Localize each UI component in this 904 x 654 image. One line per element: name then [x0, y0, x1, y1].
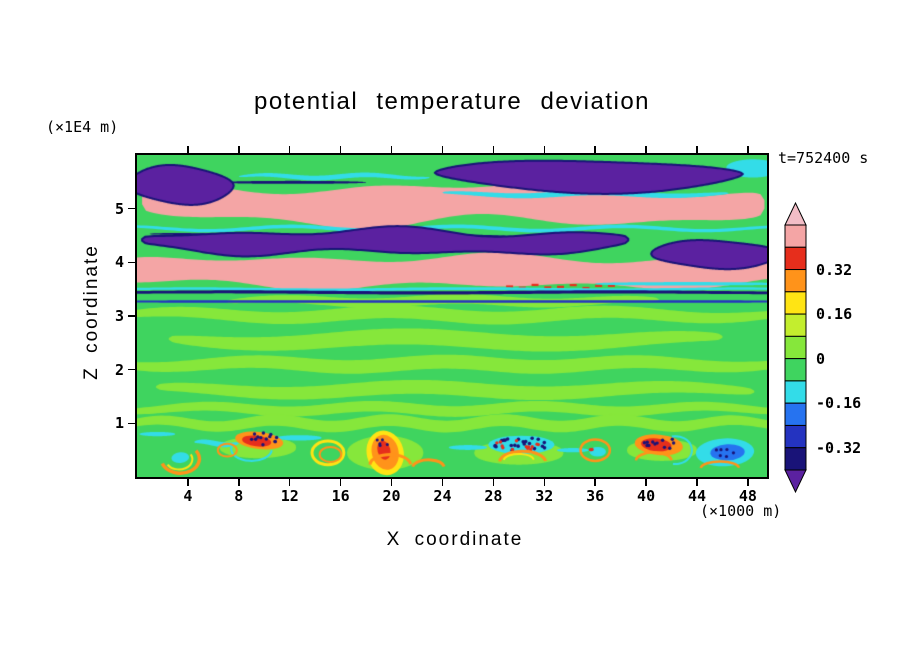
x-tick-mark-top — [645, 146, 647, 153]
x-tick-label: 40 — [637, 487, 656, 505]
x-tick-mark-top — [339, 146, 342, 153]
colorbar — [784, 201, 807, 494]
z-tick-mark — [128, 315, 135, 317]
x-tick-mark — [543, 479, 546, 486]
z-tick-label: 3 — [114, 307, 124, 325]
colorbar-segment — [784, 291, 807, 315]
x-tick-label: 8 — [234, 487, 244, 505]
x-tick-label: 28 — [484, 487, 503, 505]
colorbar-arrow — [784, 201, 807, 226]
x-tick-mark — [645, 479, 647, 486]
page-title: potential temperature deviation — [253, 88, 651, 115]
x-tick-mark — [187, 479, 189, 486]
colorbar-segment — [784, 246, 807, 271]
x-tick-mark — [747, 479, 749, 486]
time-label: t=752400 s — [778, 149, 869, 167]
z-tick-mark — [128, 368, 135, 371]
z-tick-mark — [128, 207, 135, 210]
x-tick-mark-top — [238, 146, 240, 153]
z-tick-mark — [128, 261, 135, 264]
x-tick-mark-top — [747, 146, 749, 153]
colorbar-segment — [784, 335, 807, 360]
colorbar-segment — [784, 380, 807, 404]
colorbar-segment — [784, 313, 807, 337]
x-tick-label: 12 — [280, 487, 299, 505]
x-tick-mark-top — [187, 146, 189, 153]
x-axis-label: X coordinate — [386, 529, 524, 550]
x-tick-mark-top — [441, 146, 444, 153]
x-tick-mark — [441, 479, 444, 486]
colorbar-label: 0.16 — [816, 305, 853, 324]
z-tick-label: 5 — [114, 199, 124, 218]
x-unit-label: (×1000 m) — [700, 502, 782, 520]
x-tick-mark — [492, 479, 495, 486]
x-tick-mark — [594, 479, 596, 486]
x-tick-mark — [696, 479, 698, 486]
z-tick-label: 1 — [114, 414, 124, 433]
colorbar-label: -0.32 — [816, 438, 862, 457]
z-unit-label: (×1E4 m) — [46, 118, 119, 136]
colorbar-label: -0.16 — [816, 394, 862, 413]
colorbar-arrow — [784, 469, 807, 494]
x-tick-mark-top — [492, 146, 495, 153]
x-tick-label: 24 — [433, 487, 452, 505]
x-tick-mark-top — [543, 146, 546, 153]
colorbar-segment — [784, 447, 807, 471]
x-tick-mark-top — [390, 146, 393, 153]
colorbar-label: 0.32 — [816, 260, 853, 279]
colorbar-segment — [784, 358, 807, 382]
colorbar-segment — [784, 424, 807, 449]
contour-field-canvas — [137, 155, 767, 477]
x-tick-label: 36 — [586, 487, 605, 505]
x-tick-mark-top — [696, 146, 698, 153]
x-tick-label: 16 — [331, 487, 350, 505]
colorbar-label: 0 — [816, 349, 826, 368]
x-tick-mark-top — [288, 146, 291, 153]
x-tick-mark — [288, 479, 291, 486]
colorbar-segment — [784, 269, 807, 293]
plot-frame — [135, 153, 769, 479]
x-tick-label: 32 — [535, 487, 554, 505]
x-tick-label: 48 — [738, 487, 757, 505]
x-tick-mark — [390, 479, 393, 486]
x-tick-label: 44 — [687, 487, 707, 505]
colorbar-segment — [784, 224, 807, 248]
z-tick-mark — [128, 422, 135, 425]
x-tick-mark-top — [594, 146, 596, 153]
x-tick-mark — [238, 479, 240, 486]
x-tick-label: 20 — [382, 487, 401, 505]
z-tick-label: 2 — [114, 360, 124, 379]
x-tick-label: 4 — [183, 487, 193, 505]
z-tick-label: 4 — [114, 253, 124, 272]
colorbar-segment — [784, 402, 807, 426]
x-tick-mark — [339, 479, 342, 486]
